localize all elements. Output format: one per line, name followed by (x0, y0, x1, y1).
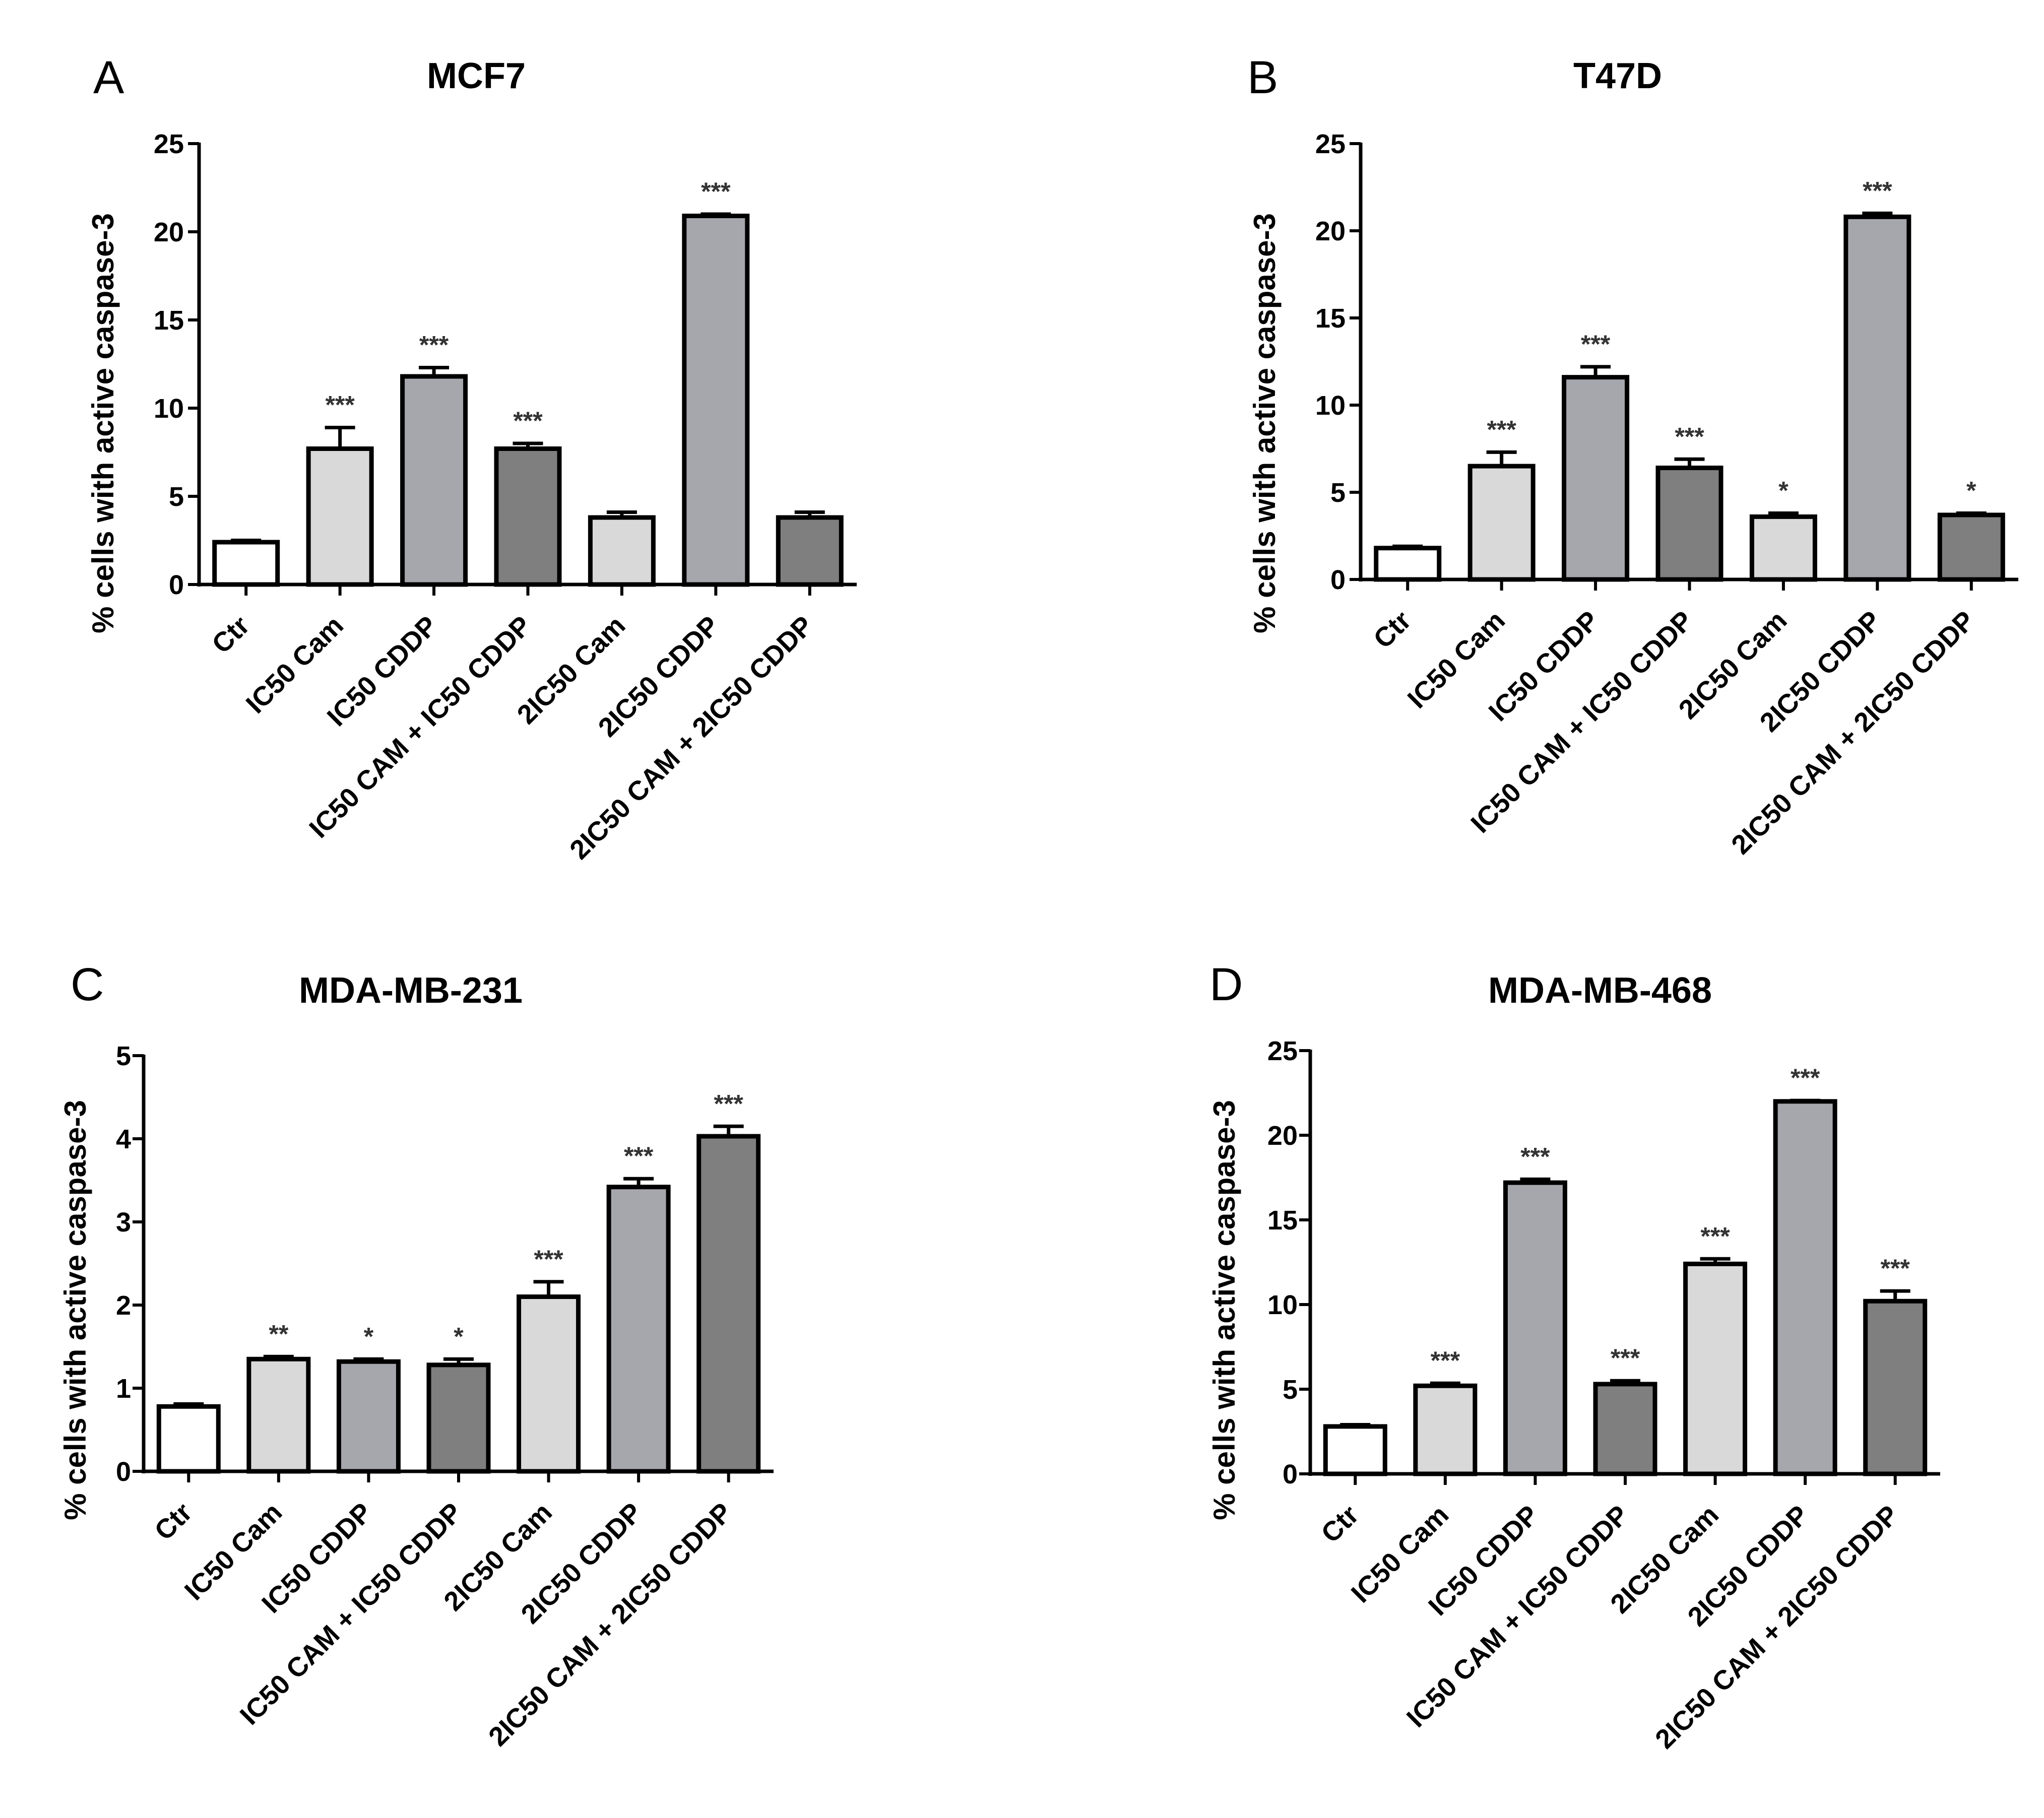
bar-5 (1749, 514, 1817, 582)
y-tick-label: 5 (1330, 478, 1346, 508)
bar-5 (1683, 1261, 1748, 1476)
bar-6 (606, 1185, 671, 1474)
bar-2 (1467, 464, 1536, 582)
panel-letter: A (93, 52, 124, 103)
significance-marker: *** (1863, 176, 1892, 205)
y-tick-label: 5 (169, 482, 184, 512)
bar-3 (336, 1359, 401, 1474)
significance-marker: *** (701, 177, 731, 206)
bar-3 (1562, 375, 1630, 582)
bar-1 (212, 540, 280, 587)
significance-marker: *** (1520, 1142, 1550, 1171)
chart-title: MDA-MB-231 (299, 970, 523, 1011)
significance-marker: * (364, 1322, 374, 1350)
significance-marker: *** (1700, 1222, 1730, 1250)
y-tick-label: 2 (116, 1290, 131, 1321)
y-tick-label: 5 (116, 1041, 131, 1071)
y-tick-label: 1 (116, 1374, 131, 1404)
y-tick-label: 15 (154, 305, 184, 336)
significance-marker: * (1778, 477, 1788, 505)
significance-marker: *** (534, 1245, 563, 1273)
y-tick-label: 25 (1267, 1036, 1298, 1066)
bar-4 (1655, 466, 1723, 582)
bar-4 (494, 446, 562, 587)
y-axis-label: % cells with active caspase-3 (1248, 213, 1282, 633)
significance-marker: *** (419, 331, 449, 359)
y-tick-label: 15 (1267, 1205, 1298, 1236)
bar-3 (400, 374, 468, 587)
y-tick-label: 0 (1330, 565, 1346, 595)
y-tick-label: 15 (1315, 303, 1346, 334)
y-tick-label: 10 (1315, 391, 1346, 421)
bar-2 (1413, 1383, 1478, 1476)
y-tick-label: 10 (1267, 1290, 1298, 1320)
y-axis-label: % cells with active caspase-3 (58, 1100, 92, 1520)
significance-marker: *** (513, 407, 543, 435)
y-tick-label: 5 (1283, 1375, 1298, 1405)
significance-marker: *** (1487, 415, 1516, 443)
significance-marker: * (454, 1322, 464, 1350)
bar-6 (1773, 1099, 1837, 1476)
significance-marker: *** (1881, 1254, 1910, 1282)
panel-letter: B (1247, 52, 1278, 103)
significance-marker: *** (1581, 330, 1611, 358)
y-tick-label: 0 (1283, 1459, 1298, 1489)
y-tick-label: 20 (154, 217, 184, 247)
significance-marker: *** (624, 1142, 654, 1170)
chart-title: T47D (1573, 56, 1662, 96)
bar-7 (1863, 1298, 1928, 1476)
significance-marker: * (1966, 477, 1976, 505)
y-tick-label: 0 (116, 1457, 131, 1487)
significance-marker: *** (714, 1089, 744, 1118)
significance-marker: *** (1675, 422, 1704, 450)
y-tick-label: 25 (1315, 129, 1346, 159)
y-axis-label: % cells with active caspase-3 (1207, 1100, 1241, 1520)
y-tick-label: 20 (1267, 1121, 1298, 1151)
y-tick-label: 10 (154, 394, 184, 424)
bar-5 (588, 515, 656, 587)
y-tick-label: 0 (169, 570, 184, 600)
chart-title: MDA-MB-468 (1488, 970, 1712, 1011)
y-tick-label: 3 (116, 1207, 131, 1238)
bar-6 (1843, 214, 1911, 582)
bar-2 (246, 1356, 311, 1474)
bar-7 (696, 1134, 761, 1474)
significance-marker: *** (1611, 1344, 1640, 1372)
significance-marker: ** (269, 1320, 288, 1348)
y-tick-label: 25 (154, 129, 184, 159)
significance-marker: *** (1791, 1064, 1820, 1092)
y-tick-label: 4 (116, 1124, 131, 1154)
y-tick-label: 20 (1315, 216, 1346, 246)
y-axis-label: % cells with active caspase-3 (86, 213, 120, 633)
bar-4 (1593, 1382, 1657, 1476)
bar-6 (682, 214, 750, 587)
bar-4 (426, 1362, 491, 1474)
panel-letter: C (71, 959, 104, 1010)
bar-1 (1323, 1424, 1387, 1476)
bar-1 (156, 1404, 221, 1474)
bar-1 (1374, 546, 1442, 582)
bar-5 (517, 1294, 581, 1474)
panel-letter: D (1209, 959, 1243, 1010)
significance-marker: *** (1431, 1346, 1460, 1375)
bar-7 (776, 515, 844, 587)
chart-title: MCF7 (427, 56, 526, 96)
bar-3 (1503, 1180, 1567, 1476)
bar-7 (1937, 512, 2005, 582)
significance-marker: *** (325, 391, 355, 419)
bar-2 (306, 446, 374, 587)
